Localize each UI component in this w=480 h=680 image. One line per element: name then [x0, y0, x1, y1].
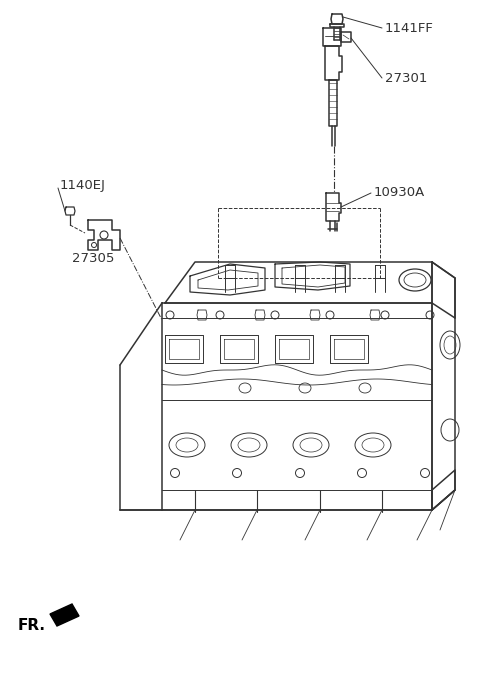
Text: 27305: 27305 — [72, 252, 114, 265]
Text: 1141FF: 1141FF — [385, 22, 434, 35]
Polygon shape — [50, 604, 79, 626]
Text: FR.: FR. — [18, 617, 46, 632]
Text: 10930A: 10930A — [374, 186, 425, 199]
Text: 27301: 27301 — [385, 71, 427, 84]
Text: 1140EJ: 1140EJ — [60, 178, 106, 192]
